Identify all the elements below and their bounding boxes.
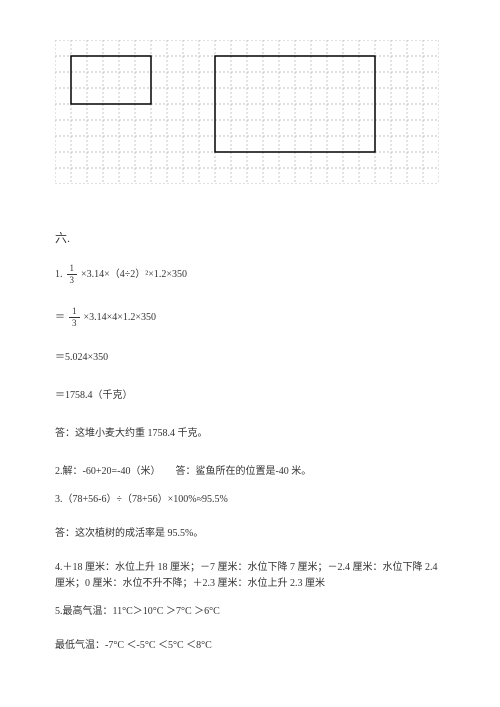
problem-1-step3: ＝5.024×350 bbox=[55, 350, 445, 366]
p1-expr2: ×3.14×4×1.2×350 bbox=[84, 310, 157, 326]
problem-2: 2.解：-60+20=-40（米） 答：鲨鱼所在的位置是-40 米。 bbox=[55, 464, 445, 480]
frac-num: 1 bbox=[67, 264, 78, 275]
frac-den: 3 bbox=[67, 275, 78, 285]
problem-1-answer: 答：这堆小麦大约重 1758.4 千克。 bbox=[55, 426, 445, 442]
problem-1-line-2: ＝ 1 3 ×3.14×4×1.2×350 bbox=[55, 307, 445, 328]
section-title: 六. bbox=[55, 229, 445, 246]
grid-svg bbox=[55, 40, 439, 184]
frac2-num: 1 bbox=[69, 307, 80, 318]
problem-1-line-1: 1. 1 3 ×3.14×（4÷2）²×1.2×350 bbox=[55, 264, 445, 285]
fraction-2: 1 3 bbox=[69, 307, 80, 328]
problem-1-step4: ＝1758.4（千克） bbox=[55, 388, 445, 404]
p1-label: 1. bbox=[55, 267, 63, 283]
frac2-den: 3 bbox=[69, 318, 80, 328]
problem-5: 5.最高气温：11°C＞10°C ＞7°C ＞6°C bbox=[55, 604, 445, 620]
problem-4: 4.＋18 厘米：水位上升 18 厘米；－7 厘米：水位下降 7 厘米；－2.4… bbox=[55, 560, 445, 592]
grid-diagram bbox=[55, 40, 445, 184]
fraction-1: 1 3 bbox=[67, 264, 78, 285]
p1-eq: ＝ bbox=[55, 310, 65, 326]
problem-3-answer: 答：这次植树的成活率是 95.5%。 bbox=[55, 526, 445, 542]
p1-expr1: ×3.14×（4÷2）²×1.2×350 bbox=[81, 267, 187, 283]
problem-3: 3.（78+56-6）÷（78+56）×100%≈95.5% bbox=[55, 492, 445, 508]
problem-5-low: 最低气温：-7°C ＜-5°C ＜5°C ＜8°C bbox=[55, 638, 445, 654]
